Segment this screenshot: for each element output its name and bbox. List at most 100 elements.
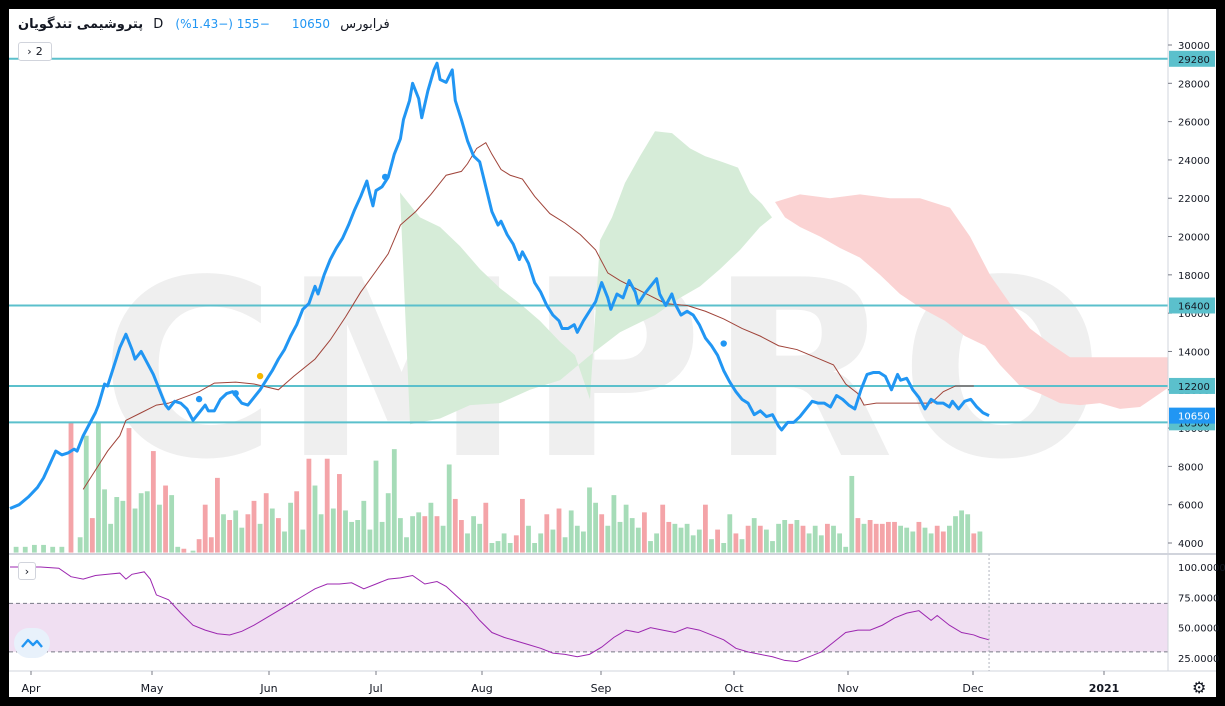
volume-bar bbox=[465, 533, 470, 553]
price-tick-label: 24000 bbox=[1178, 156, 1210, 167]
time-tick-label: Dec bbox=[962, 682, 983, 695]
price-line[interactable] bbox=[9, 61, 990, 510]
price-tick-label: 6000 bbox=[1178, 501, 1203, 512]
kijun-series bbox=[82, 141, 974, 490]
volume-bar bbox=[96, 422, 101, 553]
cloud-bullish bbox=[400, 131, 772, 425]
volume-bar bbox=[526, 525, 531, 553]
volume-bar bbox=[947, 525, 952, 553]
volume-bar bbox=[867, 520, 873, 553]
settings-gear-icon[interactable]: ⚙ bbox=[1192, 678, 1207, 697]
volume-bar bbox=[959, 510, 964, 553]
volume-bar bbox=[965, 514, 971, 553]
volume-bar bbox=[879, 523, 885, 553]
time-tick-label: 2021 bbox=[1089, 682, 1120, 695]
volume-bar bbox=[898, 525, 903, 553]
volume-bar bbox=[709, 539, 714, 553]
volume-bar bbox=[169, 495, 175, 553]
signal-marker bbox=[195, 395, 203, 403]
volume-bar bbox=[916, 521, 922, 553]
level-label-bg bbox=[1169, 50, 1215, 67]
volume-bar bbox=[562, 537, 568, 553]
volume-bar bbox=[977, 531, 983, 553]
volume-bar bbox=[239, 527, 245, 553]
volume-bar bbox=[861, 523, 867, 553]
volume-bar bbox=[812, 525, 818, 553]
rsi-series bbox=[10, 566, 990, 663]
volume-bar bbox=[770, 541, 775, 553]
tradingview-logo-icon[interactable] bbox=[14, 628, 50, 658]
volume-bar bbox=[150, 451, 156, 553]
volume-bar bbox=[114, 497, 120, 553]
volume-bar bbox=[556, 508, 562, 553]
volume-bar bbox=[349, 521, 354, 553]
volume-bar bbox=[849, 475, 855, 553]
volume-bar bbox=[477, 523, 483, 553]
price-series[interactable] bbox=[9, 61, 990, 510]
volume-bar bbox=[886, 521, 891, 553]
volume-bar bbox=[818, 535, 824, 553]
volume-bar bbox=[288, 502, 293, 553]
volume-bar bbox=[181, 548, 187, 553]
chevron-right-icon: › bbox=[27, 45, 32, 58]
volume-bar bbox=[434, 516, 440, 553]
volume-bar bbox=[599, 514, 605, 553]
volume-bar bbox=[953, 516, 958, 553]
level-label-bg bbox=[1169, 377, 1215, 394]
symbol-header: پتروشیمی تندگویان D فرابورس 10650 −155 (… bbox=[18, 17, 390, 32]
volume-bar bbox=[800, 525, 806, 553]
volume-bar bbox=[538, 533, 544, 553]
volume-bar bbox=[678, 527, 684, 553]
volume-bar bbox=[373, 460, 379, 553]
price-change: −155 (−1.43%) bbox=[175, 17, 270, 31]
volume-bar bbox=[507, 543, 513, 553]
volume-bar bbox=[263, 493, 269, 553]
volume-bar bbox=[629, 518, 635, 553]
ichimoku-cloud bbox=[400, 131, 1168, 425]
volume-bar bbox=[343, 510, 348, 553]
volume-bar bbox=[221, 514, 226, 553]
chevron-right-icon: › bbox=[24, 564, 30, 578]
volume-bar bbox=[971, 533, 977, 553]
volume-bar bbox=[843, 546, 849, 553]
volume-bar bbox=[202, 504, 208, 553]
volume-bar bbox=[757, 525, 763, 553]
price-tick-label: 18000 bbox=[1178, 271, 1210, 282]
volume-bar bbox=[922, 527, 928, 553]
price-tick-label: 4000 bbox=[1178, 539, 1203, 550]
volume-bar bbox=[59, 546, 65, 553]
volume-bar bbox=[520, 498, 525, 553]
legend-toggle-button[interactable]: › 2 bbox=[18, 42, 52, 61]
price-axis-background bbox=[1168, 9, 1216, 671]
volume-bar bbox=[157, 504, 162, 553]
time-tick-label: Sep bbox=[591, 682, 612, 695]
volume-bar bbox=[196, 539, 202, 553]
volume-bar bbox=[89, 518, 95, 553]
volume-bar bbox=[233, 510, 239, 553]
volume-bar bbox=[483, 502, 489, 553]
volume-bar bbox=[355, 520, 361, 553]
volume-bar bbox=[648, 541, 653, 553]
price-tick-label: 14000 bbox=[1178, 347, 1210, 358]
rsi-tick-label: 25.0000 bbox=[1178, 654, 1219, 665]
level-label: 29280 bbox=[1178, 55, 1210, 66]
volume-bar bbox=[227, 520, 232, 553]
volume-bar bbox=[910, 531, 916, 553]
kijun-line bbox=[82, 141, 974, 490]
timeframe[interactable]: D bbox=[153, 17, 164, 32]
volume-bar bbox=[132, 508, 138, 553]
volume-bar bbox=[282, 531, 287, 553]
volume-bar bbox=[892, 521, 897, 553]
volume-bar bbox=[337, 474, 342, 553]
time-tick-label: May bbox=[141, 682, 164, 695]
cloud-bearish bbox=[775, 194, 1168, 409]
volume-bar bbox=[459, 520, 464, 553]
signal-marker bbox=[720, 340, 727, 347]
volume-bar bbox=[623, 504, 629, 553]
signal-marker bbox=[256, 372, 264, 380]
rsi-pane-toggle-button[interactable]: › bbox=[18, 562, 36, 580]
volume-bar bbox=[495, 541, 501, 553]
symbol-name: پتروشیمی تندگویان bbox=[18, 17, 144, 32]
volume-bar bbox=[660, 504, 666, 553]
last-price-label: 10650 bbox=[1178, 412, 1210, 423]
